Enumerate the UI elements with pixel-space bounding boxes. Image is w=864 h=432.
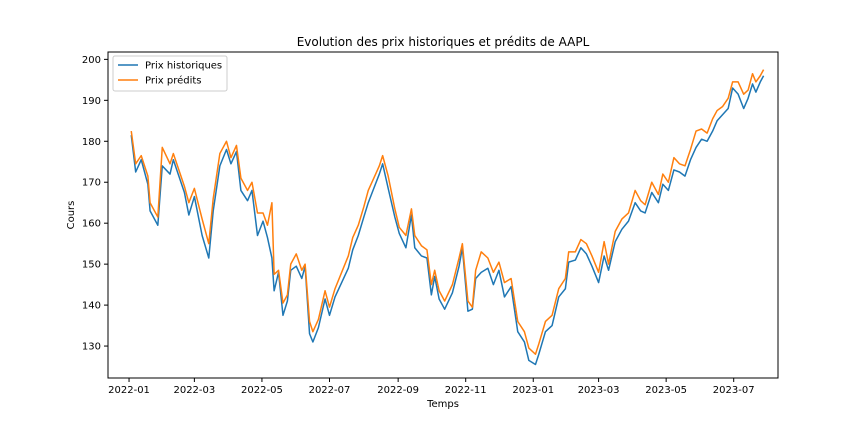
y-tick-label: 160 xyxy=(82,219,101,230)
x-tick-label: 2022-05 xyxy=(241,385,283,396)
legend-label-historical: Prix historiques xyxy=(145,61,222,72)
series-line-predicted xyxy=(130,69,765,355)
x-tick-label: 2022-01 xyxy=(108,385,150,396)
y-tick-label: 170 xyxy=(82,178,101,189)
y-axis-title: Cours xyxy=(66,201,77,230)
plot-area xyxy=(108,52,778,378)
series-layer xyxy=(130,69,765,366)
y-tick-label: 140 xyxy=(82,301,101,312)
y-tick-label: 190 xyxy=(82,96,101,107)
y-tick-label: 180 xyxy=(82,137,101,148)
legend-frame xyxy=(112,55,228,92)
x-tick-label: 2022-03 xyxy=(173,385,215,396)
x-tick-label: 2023-03 xyxy=(578,385,620,396)
x-tick-label: 2022-11 xyxy=(445,385,487,396)
legend-label-predicted: Prix prédits xyxy=(145,75,202,87)
series-line-historical xyxy=(130,75,765,366)
x-axis-title: Temps xyxy=(426,399,459,410)
chart-title: Evolution des prix historiques et prédit… xyxy=(297,35,590,49)
x-tick-label: 2022-07 xyxy=(309,385,351,396)
x-tick-label: 2023-07 xyxy=(713,385,755,396)
x-axis: 2022-01 2022-03 2022-05 2022-07 2022-09 2022-… xyxy=(108,378,755,396)
y-tick-label: 200 xyxy=(82,55,101,66)
x-tick-label: 2023-05 xyxy=(645,385,687,396)
x-tick-label: 2022-09 xyxy=(377,385,419,396)
plot-frame xyxy=(107,51,779,379)
y-tick-label: 150 xyxy=(82,260,101,271)
y-tick-label: 130 xyxy=(82,342,101,353)
legend: Prix historiques Prix prédits xyxy=(112,55,228,92)
x-tick-label: 2023-01 xyxy=(512,385,554,396)
y-axis: 130 140 150 160 170 180 190 200 xyxy=(82,55,108,353)
